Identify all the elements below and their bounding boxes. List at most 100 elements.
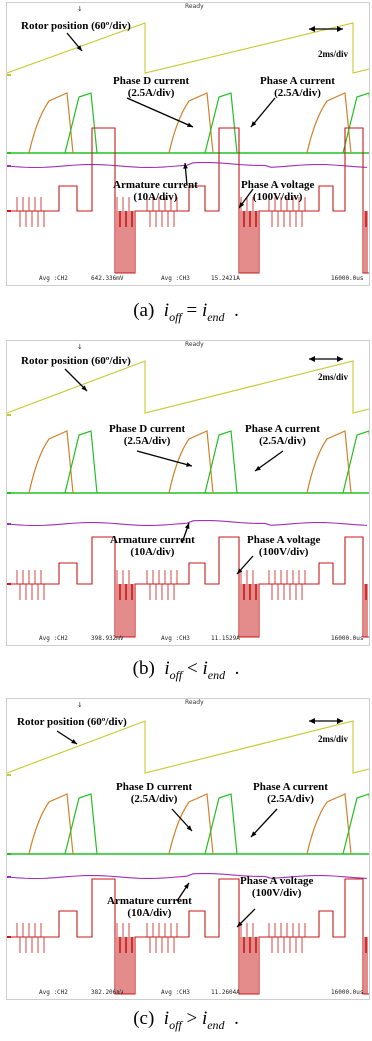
phase-a-label-b: Phase A current (2.5A/div) [245,423,320,447]
phase-d-pulse-a-2 [306,92,352,154]
armature-label-c: Armature current (10A/div) [107,895,192,919]
time-scale-b: 2ms/div [318,372,349,382]
annotation-arrow-a-2 [250,97,276,128]
waveforms-a: ↓ [7,5,369,274]
phase-a-name-c: Phase A current [253,781,328,793]
status-val2-b: 398.932mV [91,635,124,642]
phase-d-name-b: Phase D current [109,423,186,435]
status-val3-a: 15.2421A [211,275,240,282]
phase-d-pulse-a-1 [168,92,214,154]
annotation-arrow-a-1 [126,97,194,128]
rotor-label-a: Rotor position (60º/div) [21,20,131,32]
caption-a: (a) ioff = iend . [0,300,372,325]
phase-a-voltage-trace-a [7,127,369,274]
voltage-name-a: Phase A voltage [241,179,315,191]
phase-a-pulse-c-0 [64,793,98,855]
phase-a-voltage-trace-b [7,536,369,638]
caption-c: (c) ioff > iend . [0,1008,372,1033]
phase-d-pulse-b-2 [306,430,352,494]
status-top-a: Ready [185,3,204,10]
panel-a: ↓ Ready Rotor position (60º/div) 2ms/div… [0,0,372,345]
caption-suffix-a: . [234,300,239,321]
time-scale-arrowhead-left-c [309,718,315,724]
time-scale-arrowhead-left-a [309,26,315,32]
armature-label-a: Armature current (10A/div) [113,179,198,203]
annotation-arrowhead-a-3 [183,163,188,169]
panel-b: ↓ Ready Rotor position (60º/div) 2ms/div… [0,340,372,690]
status-time-c: 16000.0us [331,989,364,996]
status-time-a: 16000.0us [331,275,364,282]
status-bar-c: Avg :CH2 382.206mV Avg :CH3 11.2604A 160… [11,988,365,998]
phase-d-pulse-c-0 [28,793,74,855]
time-scale-c: 2ms/div [318,734,349,744]
status-top-c: Ready [185,699,204,706]
rotor-position-trace-a [7,22,369,74]
status-ch3-a: Avg :CH3 [161,275,190,282]
status-ch3-b: Avg :CH3 [161,635,190,642]
trigger-marker-b: ↓ [77,343,83,351]
oscilloscope-screen-c: ↓ Ready Rotor position (60º/div) 2ms/div… [6,698,370,1000]
voltage-label-a: Phase A voltage (100V/div) [241,179,314,203]
caption-suffix-b: . [234,658,240,679]
annotation-arrowhead-c-3 [183,883,189,889]
annotation-arrowhead-c-0 [71,739,77,744]
status-val2-c: 382.206mV [91,989,124,996]
caption-prefix-b: (b) [132,658,155,679]
armature-unit-a: (10A/div) [133,191,178,203]
rotor-label-b: Rotor position (60º/div) [21,355,131,367]
voltage-label-b: Phase A voltage (100V/div) [247,534,320,558]
caption-op-c: > [186,1008,198,1029]
phase-d-label-c: Phase D current (2.5A/div) [116,781,192,805]
armature-current-trace-a [7,161,368,169]
annotation-arrowhead-c-4 [237,921,243,927]
armature-label-b: Armature current (10A/div) [110,534,195,558]
rotor-position-trace-b [7,360,369,414]
armature-unit-b: (10A/div) [130,546,175,558]
caption-var-b: i [164,658,170,679]
time-scale-arrowhead-right-c [337,718,343,724]
phase-a-unit-c: (2.5A/div) [267,793,314,805]
voltage-name-b: Phase A voltage [247,534,321,546]
panel-c: ↓ Ready Rotor position (60º/div) 2ms/div… [0,698,372,1041]
rotor-label-c: Rotor position (60º/div) [17,716,127,728]
caption-sub2-b: end [207,667,226,682]
caption-sub1-b: off [169,667,183,682]
oscilloscope-screen-b: ↓ Ready Rotor position (60º/div) 2ms/div… [6,340,370,646]
annotation-arrow-b-2 [254,450,284,472]
caption-b: (b) ioff < iend . [0,658,372,683]
phase-a-name-b: Phase A current [245,423,320,435]
armature-current-trace-c [7,872,368,880]
phase-d-pulse-c-2 [306,793,352,855]
annotation-arrowhead-b-3 [184,523,190,529]
phase-a-pulse-b-1 [204,430,238,494]
annotation-arrowhead-a-0 [76,45,82,51]
phase-a-pulse-b-2 [342,430,369,494]
phase-d-pulse-c-1 [168,793,214,855]
caption-var2-c: i [201,1008,208,1029]
time-scale-arrowhead-left-b [309,356,315,362]
phase-d-label-a: Phase D current (2.5A/div) [113,75,189,99]
phase-d-pulse-b-0 [28,430,74,494]
caption-op-b: < [187,658,198,679]
caption-var-a: i [163,300,170,321]
armature-name-b: Armature current [110,534,195,546]
caption-sub2-c: end [207,1017,225,1032]
caption-var2-a: i [201,300,208,321]
time-scale-arrowhead-right-b [337,356,343,362]
phase-a-unit-b: (2.5A/div) [259,435,306,447]
annotation-arrow-b-1 [136,450,193,467]
caption-prefix-c: (c) [133,1008,155,1029]
caption-sub2-a: end [207,309,225,324]
phase-a-pulse-b-0 [64,430,98,494]
trigger-marker-a: ↓ [77,5,83,13]
caption-op-a: = [186,300,198,321]
annotation-arrowhead-a-2 [251,121,257,127]
armature-name-a: Armature current [113,179,198,191]
annotation-arrowhead-b-2 [255,465,261,471]
phase-a-voltage-trace-c [7,878,369,995]
phase-d-unit-a: (2.5A/div) [127,87,175,99]
annotation-arrowhead-b-4 [237,568,243,574]
time-scale-a: 2ms/div [318,49,349,59]
status-time-b: 16000.0us [331,635,364,642]
phase-d-label-b: Phase D current (2.5A/div) [109,423,185,447]
